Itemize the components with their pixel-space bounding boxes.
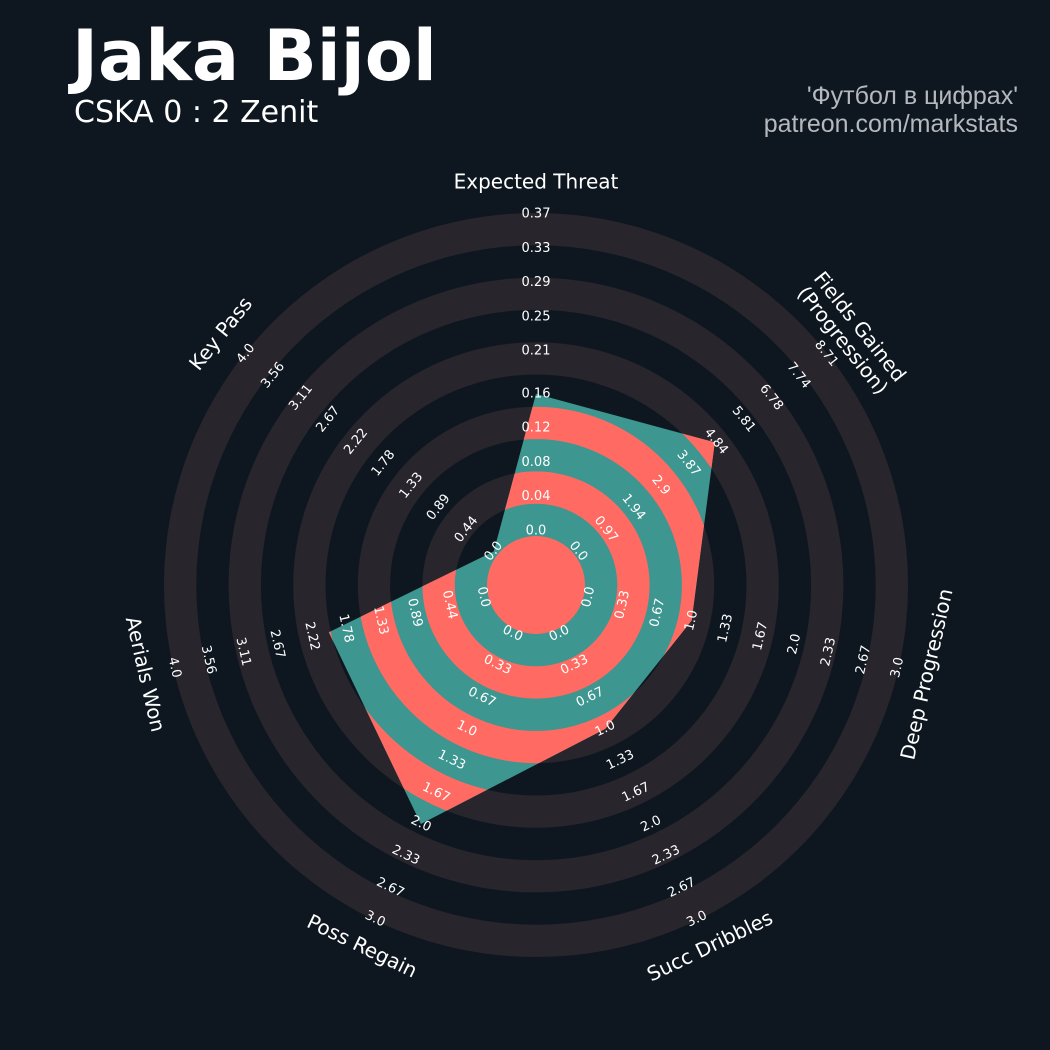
tick-label: 3.11 [233,636,254,668]
tick-label: 0.33 [522,241,551,256]
tick-label: 1.0 [682,609,701,633]
tick-label: 0.89 [404,597,425,629]
tick-label: 0.67 [647,597,668,629]
tick-label: 2.33 [818,636,839,668]
tick-label: 3.56 [198,644,219,676]
chart-title: Jaka Bijol [68,15,437,97]
tick-label: 1.33 [715,613,736,645]
tick-label: 2.67 [853,644,874,676]
tick-label: 0.33 [612,589,633,621]
tick-label: 0.0 [579,585,598,609]
tick-label: 0.44 [439,589,460,621]
param-label: Expected Threat [454,170,619,194]
tick-label: 4.0 [165,656,184,680]
tick-label: 1.33 [370,605,391,637]
tick-label: 0.0 [474,585,493,609]
tick-label: 1.78 [335,613,356,645]
tick-label: 0.04 [522,489,551,504]
tick-label: 0.37 [522,207,551,222]
tick-label: 0.25 [522,309,551,324]
tick-label: 3.0 [888,656,907,680]
tick-label: 0.12 [522,421,551,436]
ring-highlight [487,536,585,634]
credit: 'Футбол в цифрах' [807,82,1018,110]
tick-label: 2.67 [267,628,288,660]
tick-label: 1.67 [750,621,771,653]
tick-label: 0.0 [526,524,547,539]
tick-label: 0.08 [522,455,551,470]
tick-label: 0.29 [522,275,551,290]
tick-label: 0.16 [522,386,551,401]
tick-label: 2.0 [785,632,804,656]
tick-label: 2.22 [301,620,322,652]
chart-subtitle: CSKA 0 : 2 Zenit [74,95,318,130]
radar-area-rings [328,393,715,825]
tick-label: 0.21 [522,344,551,359]
credit: patreon.com/markstats [764,110,1018,138]
